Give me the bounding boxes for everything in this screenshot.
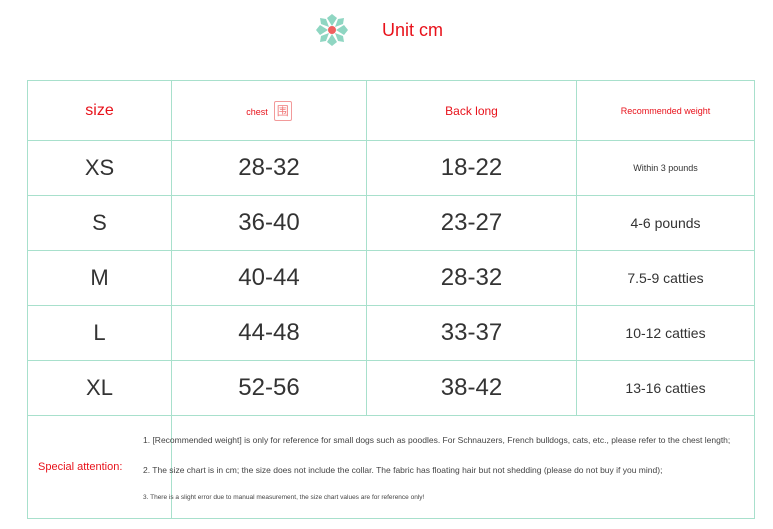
table-row: L 44-48 33-37 10-12 catties xyxy=(27,305,755,361)
chest-cell: 28-32 xyxy=(171,140,367,196)
header-recommended-weight: Recommended weight xyxy=(576,80,755,141)
back-long-cell: 33-37 xyxy=(366,305,577,361)
size-cell: XL xyxy=(27,360,172,416)
notes-list: 1. [Recommended weight] is only for refe… xyxy=(143,415,755,519)
back-long-cell: 18-22 xyxy=(366,140,577,196)
table-row: S 36-40 23-27 4-6 pounds xyxy=(27,195,755,251)
back-long-cell: 38-42 xyxy=(366,360,577,416)
header-chest: chest 围 xyxy=(171,80,367,141)
table-row: XS 28-32 18-22 Within 3 pounds xyxy=(27,140,755,196)
table-row: M 40-44 28-32 7.5-9 catties xyxy=(27,250,755,306)
size-cell: S xyxy=(27,195,172,251)
note-item: 3. There is a slight error due to manual… xyxy=(143,494,425,501)
chest-cell: 52-56 xyxy=(171,360,367,416)
header-size: size xyxy=(27,80,172,141)
table-row: XL 52-56 38-42 13-16 catties xyxy=(27,360,755,416)
header-chest-label: chest xyxy=(246,106,268,117)
weight-cell: 7.5-9 catties xyxy=(576,250,755,306)
notes-row: Special attention: 1. [Recommended weigh… xyxy=(27,415,755,519)
stamp-icon: 围 xyxy=(273,100,292,121)
size-cell: L xyxy=(27,305,172,361)
size-chart-table: size chest 围 Back long Recommended weight… xyxy=(27,80,755,519)
size-cell: XS xyxy=(27,140,172,196)
header: Unit cm xyxy=(312,10,443,50)
special-attention-label: Special attention: xyxy=(27,415,172,519)
unit-label: Unit cm xyxy=(382,19,444,40)
chest-cell: 40-44 xyxy=(171,250,367,306)
table-header-row: size chest 围 Back long Recommended weight xyxy=(27,80,755,141)
header-back-long: Back long xyxy=(366,80,577,141)
flower-icon xyxy=(316,14,348,46)
weight-cell: 4-6 pounds xyxy=(576,195,755,251)
weight-cell: Within 3 pounds xyxy=(576,140,755,196)
chest-cell: 36-40 xyxy=(171,195,367,251)
weight-cell: 13-16 catties xyxy=(576,360,755,416)
note-item: 2. The size chart is in cm; the size doe… xyxy=(143,464,663,475)
size-cell: M xyxy=(27,250,172,306)
chest-cell: 44-48 xyxy=(171,305,367,361)
back-long-cell: 23-27 xyxy=(366,195,577,251)
note-item: 1. [Recommended weight] is only for refe… xyxy=(143,435,731,445)
back-long-cell: 28-32 xyxy=(366,250,577,306)
weight-cell: 10-12 catties xyxy=(576,305,755,361)
